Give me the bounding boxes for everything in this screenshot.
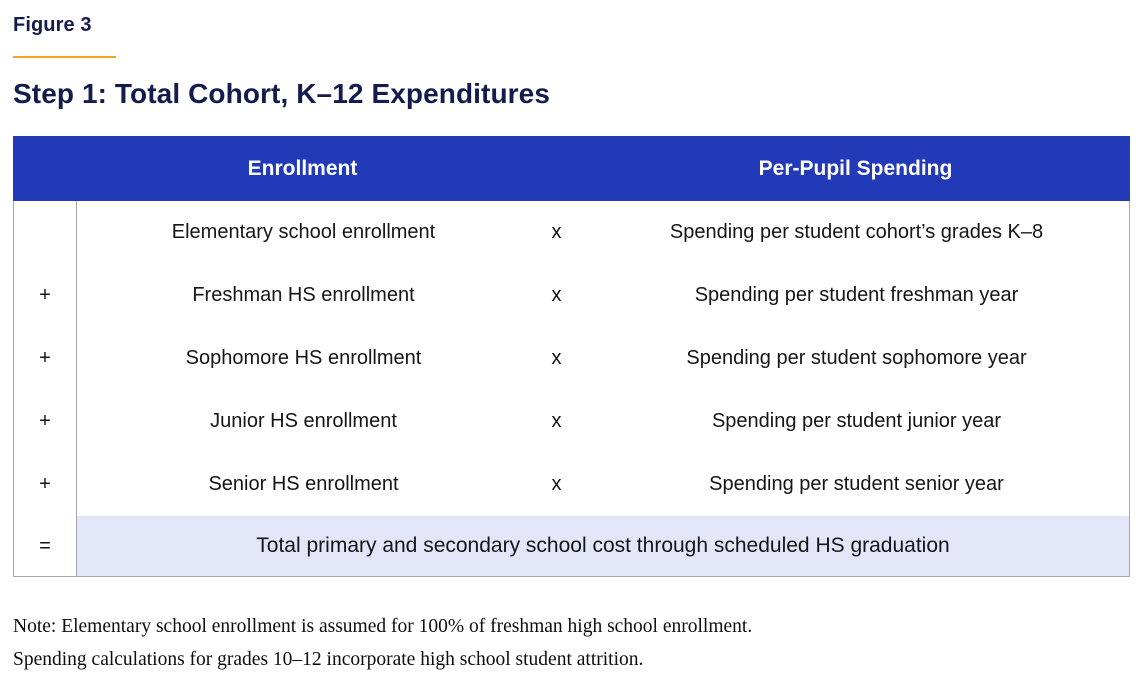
- table-body: Elementary school enrollment x Spending …: [13, 201, 1130, 577]
- table-header-row: Enrollment Per-Pupil Spending: [13, 136, 1130, 201]
- row-enrollment-label: Senior HS enrollment: [208, 473, 399, 495]
- header-operator-spacer: [13, 136, 76, 201]
- row-times-sign: x: [551, 410, 562, 432]
- row-spending-label: Spending per student cohort’s grades K–8: [669, 221, 1044, 243]
- row-operator: +: [14, 453, 77, 516]
- row-spending-label: Spending per student freshman year: [694, 284, 1019, 306]
- row-spending-label: Spending per student sophomore year: [686, 347, 1027, 369]
- header-per-pupil-spending: Per-Pupil Spending: [758, 156, 953, 180]
- row-enrollment-label: Junior HS enrollment: [210, 410, 397, 432]
- note-line-2: Spending calculations for grades 10–12 i…: [13, 649, 644, 670]
- header-enrollment: Enrollment: [247, 156, 358, 180]
- figure-title: Step 1: Total Cohort, K–12 Expenditures: [13, 78, 551, 109]
- table-row-junior: + Junior HS enrollment x Spending per st…: [14, 390, 1129, 453]
- total-row-label: Total primary and secondary school cost …: [77, 516, 1129, 576]
- cost-table: Enrollment Per-Pupil Spending Elementary…: [13, 136, 1130, 577]
- row-enrollment-label: Freshman HS enrollment: [192, 284, 415, 306]
- figure-label: Figure 3: [13, 14, 92, 36]
- row-equals-operator: =: [14, 516, 77, 576]
- row-enrollment-label: Sophomore HS enrollment: [185, 347, 422, 369]
- row-operator: +: [14, 327, 77, 390]
- figure-note: Note: Elementary school enrollment is as…: [13, 610, 1144, 676]
- gold-underline-rule: [13, 56, 116, 58]
- table-row-senior: + Senior HS enrollment x Spending per st…: [14, 453, 1129, 516]
- row-operator: +: [14, 390, 77, 453]
- row-spending-label: Spending per student junior year: [711, 410, 1002, 432]
- note-line-1: Note: Elementary school enrollment is as…: [13, 616, 753, 637]
- row-times-sign: x: [551, 284, 562, 306]
- row-times-sign: x: [551, 347, 562, 369]
- row-operator: [14, 201, 77, 264]
- row-enrollment-label: Elementary school enrollment: [171, 221, 436, 243]
- table-row-freshman: + Freshman HS enrollment x Spending per …: [14, 264, 1129, 327]
- row-operator: +: [14, 264, 77, 327]
- row-times-sign: x: [551, 221, 562, 243]
- table-row-elementary: Elementary school enrollment x Spending …: [14, 201, 1129, 264]
- table-row-sophomore: + Sophomore HS enrollment x Spending per…: [14, 327, 1129, 390]
- table-row-total: = Total primary and secondary school cos…: [14, 516, 1129, 576]
- row-times-sign: x: [551, 473, 562, 495]
- row-spending-label: Spending per student senior year: [709, 473, 1004, 495]
- figure-page: Figure 3 Step 1: Total Cohort, K–12 Expe…: [13, 14, 1144, 676]
